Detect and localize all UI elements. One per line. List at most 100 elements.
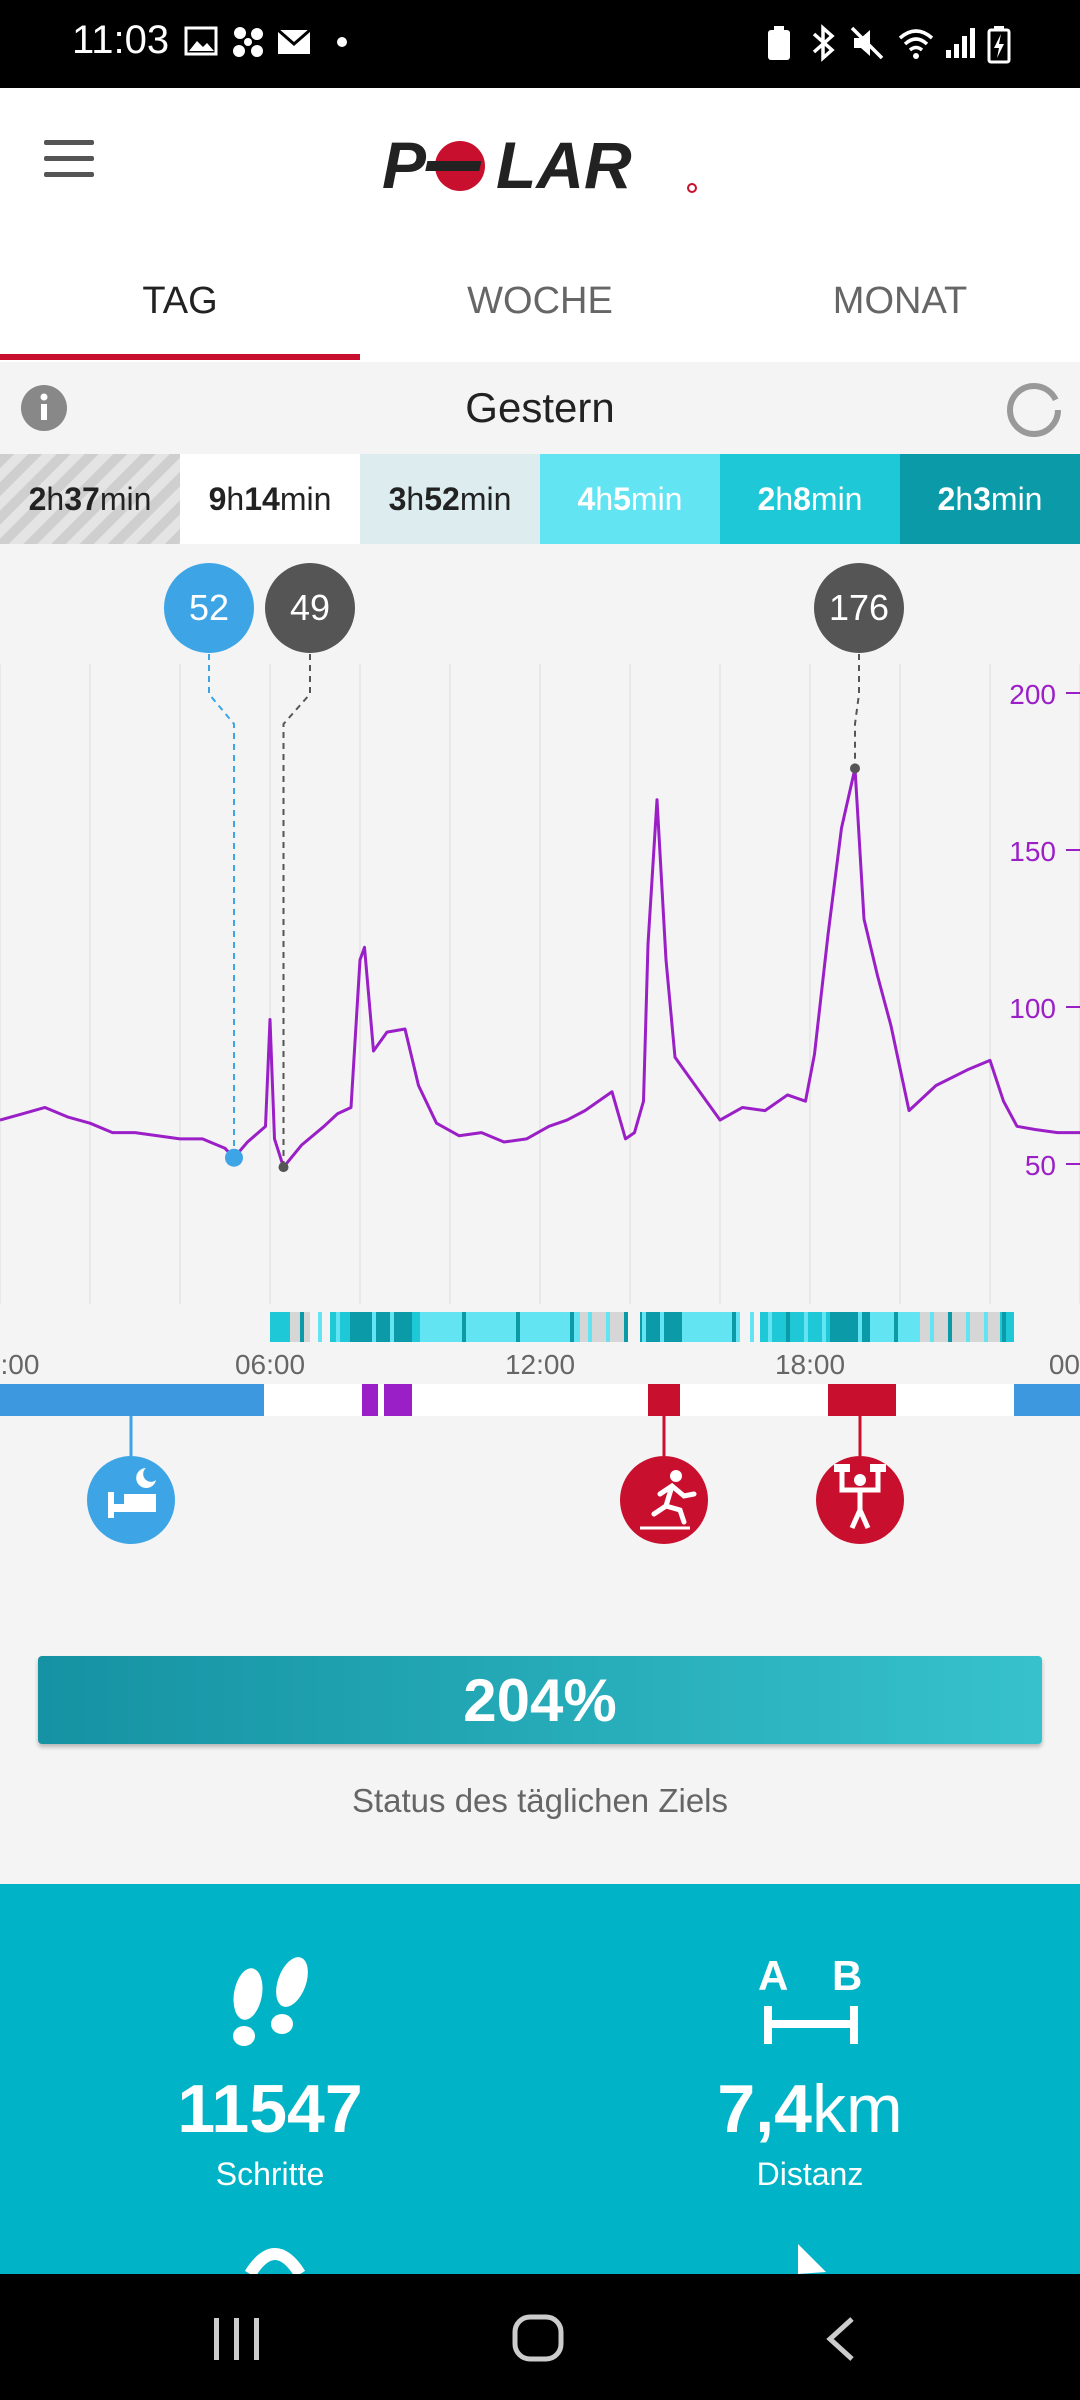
intensity-strip-tick bbox=[1002, 1312, 1006, 1342]
duration-segment: 9 h 14 min bbox=[180, 454, 360, 544]
timeline-sleep-block bbox=[0, 1384, 264, 1416]
footprints-icon bbox=[233, 1957, 308, 2046]
x-tick-label: :00 bbox=[1, 1349, 40, 1380]
wifi-icon bbox=[898, 29, 934, 59]
y-tick-label: 150 bbox=[1009, 836, 1056, 867]
intensity-strip-block bbox=[680, 1312, 740, 1342]
intensity-strip-block bbox=[350, 1312, 410, 1342]
timeline-training-block bbox=[648, 1384, 680, 1416]
intensity-strip-tick bbox=[858, 1312, 862, 1342]
tab-tag[interactable]: TAG bbox=[142, 279, 218, 322]
marker-label: 52 bbox=[189, 587, 229, 628]
battery-saver-icon bbox=[768, 26, 790, 60]
intensity-strip-tick bbox=[372, 1312, 376, 1342]
y-tick-label: 100 bbox=[1009, 993, 1056, 1024]
daily-stats: 11547 Schritte A B 7,4km Distanz bbox=[0, 1884, 1080, 2274]
status-time: 11:03 bbox=[72, 18, 170, 62]
intensity-strip-block bbox=[580, 1312, 625, 1342]
intensity-strip-tick bbox=[840, 1312, 844, 1342]
daily-goal-status-label: Status des täglichen Ziels bbox=[351, 1782, 729, 1819]
battery-charging-icon bbox=[987, 26, 1011, 64]
intensity-strip-tick bbox=[894, 1312, 898, 1342]
duration-segment: 2 h 37 min bbox=[0, 454, 180, 544]
intensity-strip-tick bbox=[768, 1312, 772, 1342]
info-icon[interactable] bbox=[20, 384, 68, 432]
duration-segment: 3 h 52 min bbox=[360, 454, 540, 544]
intensity-strip-tick bbox=[804, 1312, 808, 1342]
duration-segment: 2 h 3 min bbox=[900, 454, 1080, 544]
timeline-sleep-block bbox=[1014, 1384, 1080, 1416]
bed-glyph bbox=[108, 1492, 114, 1518]
system-nav-bar bbox=[0, 2274, 1080, 2400]
intensity-strip-tick bbox=[876, 1312, 880, 1342]
steps-label: Schritte bbox=[215, 2156, 325, 2192]
marker-bubble bbox=[265, 563, 355, 653]
intensity-strip-tick bbox=[696, 1312, 700, 1342]
marker-point bbox=[278, 1162, 289, 1173]
x-tick-label: 18:00 bbox=[775, 1349, 845, 1380]
svg-text:LAR: LAR bbox=[496, 130, 632, 200]
marker-bubble bbox=[814, 563, 904, 653]
active-tab-indicator bbox=[0, 354, 360, 360]
moon-glyph bbox=[136, 1468, 156, 1488]
marker-bubble bbox=[164, 563, 254, 653]
y-tick-label: 50 bbox=[1025, 1150, 1056, 1181]
intensity-strip-tick bbox=[714, 1312, 718, 1342]
duration-segment: 2 h 8 min bbox=[720, 454, 900, 544]
dumbbell-glyph bbox=[870, 1464, 886, 1472]
progress-ring-icon[interactable] bbox=[1004, 380, 1064, 440]
hamburger-menu-icon[interactable] bbox=[44, 140, 98, 180]
intensity-strip-tick bbox=[318, 1312, 322, 1342]
intensity-strip-tick bbox=[300, 1312, 304, 1342]
dumbbell-glyph bbox=[834, 1464, 850, 1472]
timeline-training-block bbox=[828, 1384, 896, 1416]
heart-rate-chart: 200 150 100 50 52 49 176:00 06:00 12:00 18:00 00 bbox=[0, 544, 1080, 1554]
activity-duration-segments: 2 h 37 min 9 h 14 min 3 h 52 min 4 h 5 min 2 h 8 min 2 h 3 min bbox=[0, 454, 1080, 544]
tab-woche[interactable]: WOCHE bbox=[467, 279, 613, 322]
svg-text:A: A bbox=[758, 1952, 788, 1999]
home-icon[interactable] bbox=[512, 2314, 566, 2364]
day-title: Gestern bbox=[465, 384, 615, 431]
recent-apps-icon[interactable] bbox=[212, 2316, 262, 2362]
intensity-strip-tick bbox=[732, 1312, 736, 1342]
intensity-strip-tick bbox=[750, 1312, 754, 1342]
intensity-strip-tick bbox=[462, 1312, 466, 1342]
intensity-strip-tick bbox=[660, 1312, 664, 1342]
intensity-strip-tick bbox=[786, 1312, 790, 1342]
timeline-activity-block bbox=[362, 1384, 378, 1416]
intensity-strip-tick bbox=[822, 1312, 826, 1342]
duration-segment: 4 h 5 min bbox=[540, 454, 720, 544]
dumbbell-glyph bbox=[854, 1474, 866, 1486]
signal-icon bbox=[946, 28, 975, 58]
dumbbell-glyph bbox=[839, 1470, 881, 1530]
marker-leader-line bbox=[854, 654, 860, 769]
x-tick-label: 00 bbox=[1049, 1349, 1080, 1380]
marker-point bbox=[850, 763, 860, 774]
polar-logo: P LAR bbox=[382, 130, 697, 200]
intensity-strip-tick bbox=[588, 1312, 592, 1342]
intensity-strip-tick bbox=[516, 1312, 520, 1342]
partial-calories-icon bbox=[244, 2248, 306, 2274]
marker-leader-line bbox=[208, 654, 235, 1158]
image-icon bbox=[184, 26, 218, 56]
x-tick-label: 12:00 bbox=[505, 1349, 575, 1380]
status-bar: 11:03 bbox=[0, 0, 1080, 88]
partial-play-icon bbox=[798, 2244, 826, 2274]
y-tick-label: 200 bbox=[1009, 679, 1056, 710]
intensity-strip-tick bbox=[390, 1312, 394, 1342]
intensity-strip-tick bbox=[498, 1312, 502, 1342]
back-icon[interactable] bbox=[822, 2316, 862, 2362]
intensity-strip-block bbox=[270, 1312, 290, 1342]
app-header: P LAR bbox=[0, 88, 1080, 240]
daily-goal-progress-bar[interactable]: 204% bbox=[38, 1656, 1042, 1744]
intensity-strip-tick bbox=[930, 1312, 934, 1342]
running-event-icon bbox=[620, 1456, 708, 1544]
distance-ab-icon: A B bbox=[758, 1952, 862, 2044]
intensity-strip-tick bbox=[642, 1312, 646, 1342]
tab-monat[interactable]: MONAT bbox=[832, 279, 968, 322]
svg-text:B: B bbox=[832, 1952, 862, 1999]
intensity-strip-tick bbox=[678, 1312, 682, 1342]
distance-unit: km bbox=[811, 2071, 903, 2147]
distance-value: 7,4km bbox=[540, 2070, 1080, 2148]
bed-glyph bbox=[124, 1494, 156, 1504]
